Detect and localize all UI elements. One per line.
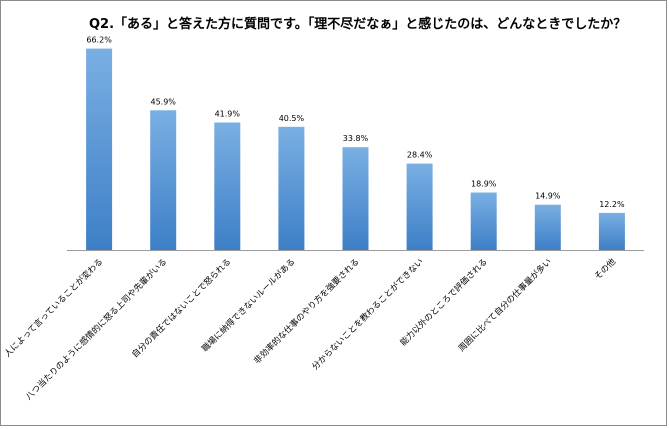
- bar: [598, 212, 625, 250]
- bar: [278, 126, 305, 250]
- category-labels-layer: 人によって言っていることが変わる八つ当たりのように感情的に怒る上司や先輩がいる自…: [2, 256, 618, 402]
- category-label: 分からないことを教わることができない: [310, 256, 426, 372]
- bar: [406, 163, 433, 250]
- data-label: 14.9%: [535, 192, 561, 201]
- bar: [86, 48, 113, 250]
- data-label: 66.2%: [86, 36, 112, 45]
- category-label: 八つ当たりのように感情的に怒る上司や先輩がいる: [23, 256, 169, 402]
- data-label: 40.5%: [279, 114, 305, 123]
- bars-layer: [86, 48, 625, 250]
- data-label: 33.8%: [343, 134, 369, 143]
- bar: [214, 122, 241, 250]
- category-label: その他: [592, 256, 618, 282]
- bar: [534, 204, 561, 250]
- data-label: 12.2%: [599, 200, 625, 209]
- bar: [150, 110, 177, 250]
- category-label: 自分の責任ではないことで怒られる: [130, 256, 234, 360]
- value-labels-layer: 66.2% 45.9% 41.9% 40.5% 33.8% 28.4% 18.9% 14.9%…: [86, 36, 625, 209]
- category-label: 人によって言っていることが変わる: [2, 256, 105, 359]
- bar: [470, 192, 497, 250]
- bar: [342, 147, 369, 250]
- data-label: 28.4%: [407, 151, 433, 160]
- category-label: 非効率的な仕事のやり方を強要される: [252, 256, 362, 366]
- data-label: 45.9%: [150, 97, 176, 106]
- data-label: 18.9%: [471, 180, 497, 189]
- chart-title: Q2.「ある」と答えた方に質問です。「理不尽だなぁ」と感じたのは、どんなときでし…: [89, 16, 626, 32]
- data-label: 41.9%: [215, 110, 241, 119]
